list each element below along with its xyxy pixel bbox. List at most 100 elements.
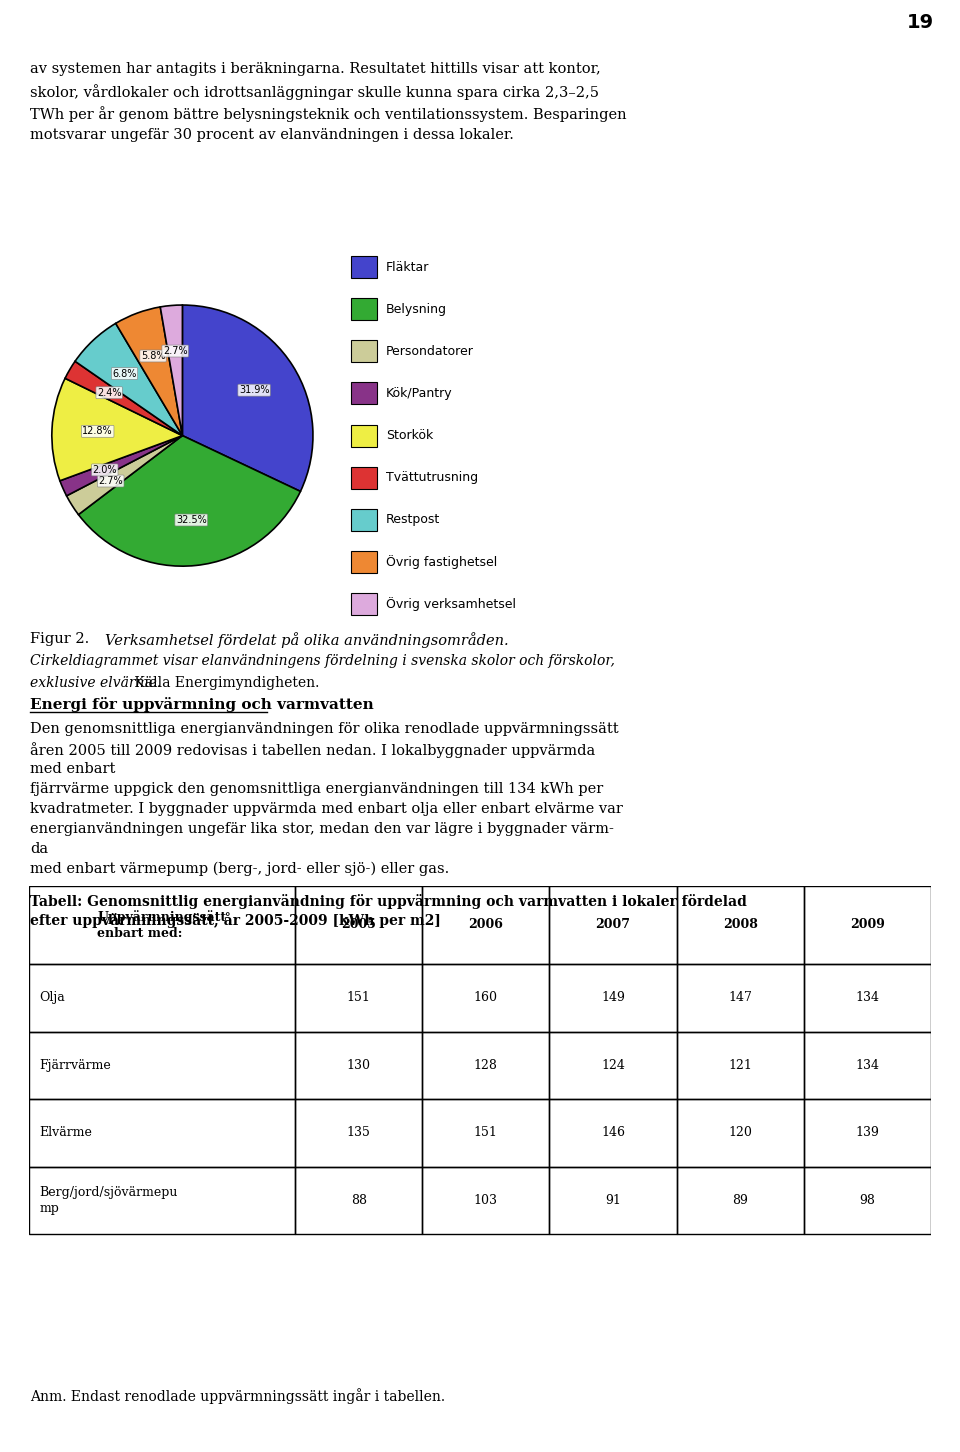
FancyBboxPatch shape: [351, 552, 377, 574]
Text: 2007: 2007: [595, 919, 631, 931]
Bar: [549, 964, 677, 1031]
Bar: [29, 964, 295, 1031]
Bar: [295, 886, 422, 964]
Bar: [549, 1167, 677, 1234]
Text: skolor, vårdlokaler och idrottsanläggningar skulle kunna spara cirka 2,3–2,5: skolor, vårdlokaler och idrottsanläggnin…: [30, 84, 599, 100]
Text: 2.4%: 2.4%: [97, 388, 121, 398]
Text: 151: 151: [347, 992, 371, 1005]
Text: 88: 88: [350, 1194, 367, 1207]
Text: 12.8%: 12.8%: [83, 427, 113, 436]
Bar: [295, 1167, 422, 1234]
Wedge shape: [116, 306, 182, 436]
Text: fjärrvärme uppgick den genomsnittliga energianvändningen till 134 kWh per: fjärrvärme uppgick den genomsnittliga en…: [30, 783, 603, 796]
Text: Cirkeldiagrammet visar elanvändningens fördelning i svenska skolor och förskolor: Cirkeldiagrammet visar elanvändningens f…: [30, 653, 614, 668]
FancyBboxPatch shape: [351, 508, 377, 531]
FancyBboxPatch shape: [351, 382, 377, 405]
Text: 103: 103: [474, 1194, 498, 1207]
Text: 2.7%: 2.7%: [163, 346, 187, 356]
Text: 2006: 2006: [468, 919, 503, 931]
Text: Övrig fastighetsel: Övrig fastighetsel: [386, 555, 497, 569]
Text: 146: 146: [601, 1127, 625, 1140]
Text: 134: 134: [855, 1059, 879, 1072]
Bar: [549, 886, 677, 964]
FancyBboxPatch shape: [351, 340, 377, 363]
Text: 149: 149: [601, 992, 625, 1005]
Text: Figur 2.: Figur 2.: [30, 632, 89, 646]
Text: Olja: Olja: [39, 992, 65, 1005]
Bar: [677, 1031, 804, 1099]
Text: 151: 151: [474, 1127, 498, 1140]
Bar: [804, 1031, 931, 1099]
Text: av systemen har antagits i beräkningarna. Resultatet hittills visar att kontor,: av systemen har antagits i beräkningarna…: [30, 62, 601, 76]
Text: 2005: 2005: [341, 919, 376, 931]
Text: 6.8%: 6.8%: [112, 369, 136, 379]
Wedge shape: [79, 436, 300, 566]
Text: Tabell: Genomsnittlig energianvändning för uppvärmning och varmvatten i lokaler : Tabell: Genomsnittlig energianvändning f…: [30, 894, 747, 909]
Text: Den genomsnittliga energianvändningen för olika renodlade uppvärmningssätt: Den genomsnittliga energianvändningen fö…: [30, 722, 618, 736]
Wedge shape: [60, 436, 182, 495]
Text: åren 2005 till 2009 redovisas i tabellen nedan. I lokalbyggnader uppvärmda: åren 2005 till 2009 redovisas i tabellen…: [30, 742, 595, 758]
Text: Persondatorer: Persondatorer: [386, 344, 474, 357]
Wedge shape: [65, 362, 182, 436]
Wedge shape: [52, 379, 182, 481]
Text: Övrig verksamhetsel: Övrig verksamhetsel: [386, 597, 516, 611]
Bar: [295, 1099, 422, 1167]
Wedge shape: [160, 305, 182, 436]
Bar: [549, 1099, 677, 1167]
Bar: [422, 1167, 549, 1234]
Text: Storkök: Storkök: [386, 430, 433, 441]
Text: Berg/jord/sjövärmepu
mp: Berg/jord/sjövärmepu mp: [39, 1186, 178, 1215]
Text: efter uppvärmningssätt, år 2005-2009 [kWh per m2]: efter uppvärmningssätt, år 2005-2009 [kW…: [30, 912, 441, 928]
Wedge shape: [75, 324, 182, 436]
Text: 135: 135: [347, 1127, 371, 1140]
FancyBboxPatch shape: [351, 466, 377, 489]
Bar: [804, 1099, 931, 1167]
Bar: [804, 886, 931, 964]
Text: Uppvärmningssätt
enbart med:: Uppvärmningssätt enbart med:: [97, 910, 227, 939]
Text: 134: 134: [855, 992, 879, 1005]
Text: Fläktar: Fläktar: [386, 260, 429, 273]
Text: Anm. Endast renodlade uppvärmningssätt ingår i tabellen.: Anm. Endast renodlade uppvärmningssätt i…: [30, 1388, 445, 1404]
Wedge shape: [66, 436, 182, 514]
Bar: [677, 1099, 804, 1167]
Bar: [677, 886, 804, 964]
Bar: [422, 886, 549, 964]
Text: motsvarar ungefär 30 procent av elanvändningen i dessa lokaler.: motsvarar ungefär 30 procent av elanvänd…: [30, 128, 514, 142]
Text: 139: 139: [855, 1127, 879, 1140]
Text: 19: 19: [906, 13, 933, 32]
Text: 160: 160: [474, 992, 498, 1005]
Text: 124: 124: [601, 1059, 625, 1072]
FancyBboxPatch shape: [351, 594, 377, 616]
Bar: [422, 1099, 549, 1167]
Text: med enbart: med enbart: [30, 762, 115, 775]
Text: 130: 130: [347, 1059, 371, 1072]
Text: exklusive elvärme.: exklusive elvärme.: [30, 677, 161, 690]
Text: Tvättutrusning: Tvättutrusning: [386, 472, 478, 485]
Text: Fjärrvärme: Fjärrvärme: [39, 1059, 111, 1072]
Text: 89: 89: [732, 1194, 748, 1207]
Text: energianvändningen ungefär lika stor, medan den var lägre i byggnader värm-: energianvändningen ungefär lika stor, me…: [30, 822, 613, 836]
Text: med enbart värmepump (berg-, jord- eller sjö-) eller gas.: med enbart värmepump (berg-, jord- eller…: [30, 862, 449, 877]
Text: Verksamhetsel fördelat på olika användningsområden.: Verksamhetsel fördelat på olika användni…: [105, 632, 509, 648]
Text: Energi för uppvärmning och varmvatten: Energi för uppvärmning och varmvatten: [30, 697, 373, 711]
Bar: [677, 1167, 804, 1234]
Text: 2.7%: 2.7%: [98, 476, 123, 486]
Text: 2009: 2009: [851, 919, 885, 931]
FancyBboxPatch shape: [351, 298, 377, 319]
Text: 120: 120: [729, 1127, 753, 1140]
Text: Källa Energimyndigheten.: Källa Energimyndigheten.: [130, 677, 320, 690]
Text: 91: 91: [605, 1194, 621, 1207]
Text: 98: 98: [859, 1194, 876, 1207]
Text: Kök/Pantry: Kök/Pantry: [386, 386, 452, 399]
Text: 5.8%: 5.8%: [141, 351, 165, 362]
Text: Elvärme: Elvärme: [39, 1127, 92, 1140]
Bar: [295, 964, 422, 1031]
Bar: [29, 1099, 295, 1167]
Text: 2.0%: 2.0%: [92, 465, 117, 475]
Text: da: da: [30, 842, 48, 857]
Bar: [549, 1031, 677, 1099]
Bar: [295, 1031, 422, 1099]
FancyBboxPatch shape: [351, 424, 377, 447]
Text: kvadratmeter. I byggnader uppvärmda med enbart olja eller enbart elvärme var: kvadratmeter. I byggnader uppvärmda med …: [30, 802, 623, 816]
Bar: [29, 1167, 295, 1234]
